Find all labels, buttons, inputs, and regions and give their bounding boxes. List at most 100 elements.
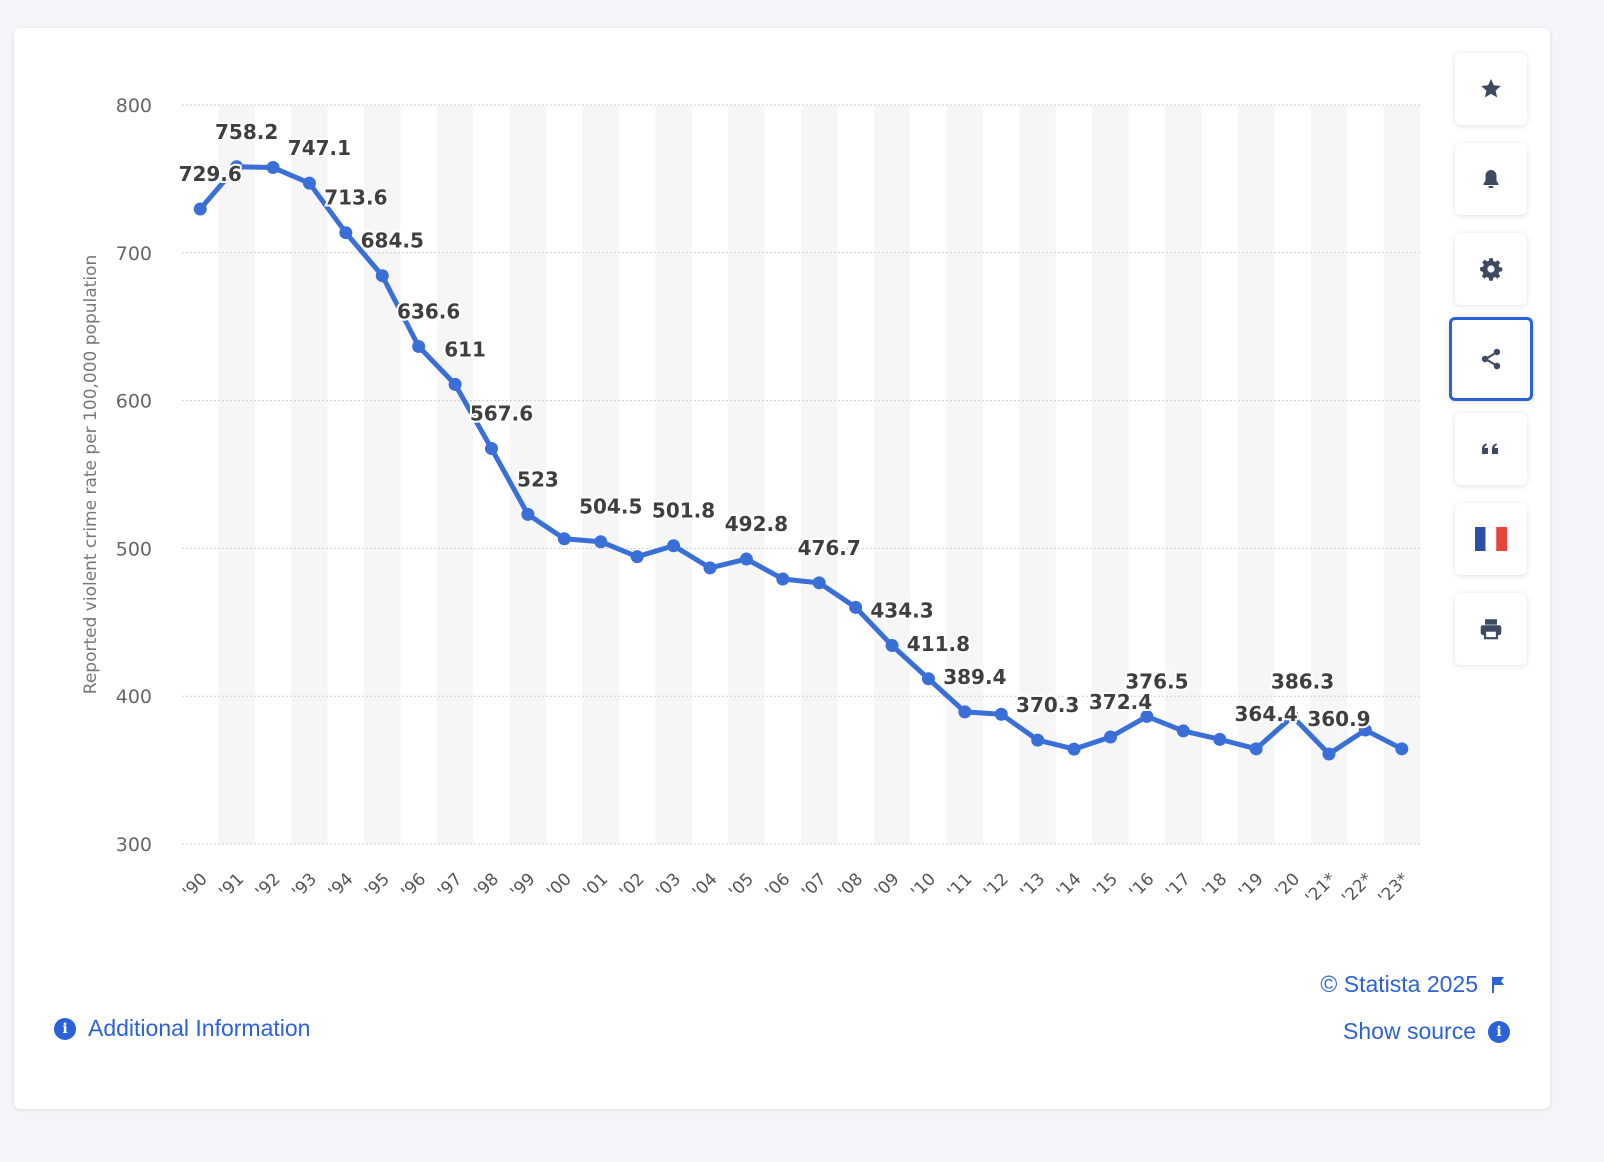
- data-point: [849, 600, 863, 614]
- data-point: [302, 176, 316, 190]
- data-label: 411.8: [907, 632, 970, 656]
- gear-icon: [1480, 258, 1503, 281]
- data-label: 713.6: [324, 186, 387, 210]
- settings-button[interactable]: [1455, 233, 1527, 305]
- data-point: [667, 539, 681, 553]
- notification-button[interactable]: [1455, 143, 1527, 215]
- quote-icon: [1482, 443, 1498, 454]
- column-band: [946, 105, 984, 844]
- favorite-button[interactable]: [1455, 53, 1527, 125]
- data-point: [1176, 724, 1190, 738]
- column-band: [291, 105, 328, 844]
- x-tick-label: '20: [1271, 869, 1304, 902]
- data-label: 684.5: [361, 229, 424, 253]
- data-label: 729.6: [179, 162, 242, 186]
- column-band: [1092, 105, 1129, 844]
- data-point: [339, 226, 353, 240]
- x-tick-label: '97: [434, 869, 467, 902]
- data-point: [266, 161, 280, 175]
- data-point: [193, 202, 207, 216]
- data-point: [994, 707, 1008, 721]
- x-tick-label: '98: [470, 869, 503, 902]
- x-tick-label: '10: [907, 869, 940, 902]
- data-label: 376.5: [1125, 669, 1188, 693]
- column-band: [1383, 105, 1420, 844]
- data-label: 567.6: [470, 401, 533, 425]
- data-label: 386.3: [1271, 669, 1334, 693]
- data-point: [958, 705, 972, 719]
- data-label: 747.1: [288, 136, 351, 160]
- x-tick-label: '90: [179, 869, 212, 902]
- x-tick-label: '12: [980, 869, 1013, 902]
- language-button[interactable]: [1455, 503, 1527, 575]
- column-band: [801, 105, 838, 844]
- additional-information-label: Additional Information: [88, 1015, 311, 1041]
- x-tick-label: '11: [944, 869, 977, 902]
- x-tick-label: '92: [252, 869, 285, 902]
- y-tick-label: 500: [116, 538, 152, 560]
- data-label: 370.3: [1016, 693, 1079, 717]
- y-axis-title: Reported violent crime rate per 100,000 …: [81, 255, 101, 694]
- column-band: [1019, 105, 1056, 844]
- data-point: [1322, 747, 1336, 761]
- x-tick-label: '15: [1089, 869, 1122, 902]
- data-point: [630, 550, 644, 564]
- column-band: [509, 105, 547, 844]
- data-label: 758.2: [215, 120, 278, 144]
- y-tick-label: 700: [116, 243, 152, 265]
- x-tick-label: '19: [1235, 869, 1268, 902]
- cite-button[interactable]: [1455, 413, 1527, 485]
- data-point: [412, 340, 426, 354]
- column-band: [873, 105, 911, 844]
- info-icon: i: [1488, 1020, 1510, 1043]
- x-tick-label: '03: [652, 869, 685, 902]
- column-band: [1165, 105, 1202, 844]
- print-button[interactable]: [1455, 593, 1527, 665]
- x-tick-label: '23*: [1375, 869, 1414, 908]
- column-band: [218, 105, 255, 844]
- data-point: [1249, 742, 1263, 756]
- data-label: 523: [517, 467, 559, 491]
- data-point: [1395, 742, 1409, 756]
- x-tick-label: '16: [1126, 869, 1159, 902]
- column-band: [1310, 105, 1348, 844]
- x-tick-label: '17: [1162, 869, 1195, 902]
- y-tick-label: 600: [116, 391, 152, 413]
- x-tick-label: '94: [325, 869, 358, 902]
- x-tick-label: '04: [689, 869, 722, 902]
- data-point: [1140, 709, 1154, 723]
- data-point: [776, 572, 790, 586]
- x-tick-label: '18: [1199, 869, 1232, 902]
- copyright-text[interactable]: © Statista 2025: [1320, 971, 1478, 997]
- x-tick-label: '96: [397, 869, 430, 902]
- flag-icon[interactable]: [1490, 976, 1506, 994]
- printer-icon: [1480, 619, 1502, 640]
- bell-icon: [1483, 170, 1499, 188]
- column-band: [364, 105, 401, 844]
- x-tick-label: '06: [762, 869, 795, 902]
- data-label: 364.4: [1235, 702, 1298, 726]
- data-point: [921, 672, 935, 686]
- data-point: [448, 377, 462, 391]
- show-source-link[interactable]: Show source i: [1343, 1018, 1510, 1045]
- x-tick-label: '14: [1053, 869, 1086, 902]
- x-tick-label: '09: [871, 869, 904, 902]
- data-label: 389.4: [943, 665, 1006, 689]
- data-label: 611: [444, 337, 486, 361]
- x-tick-label: '93: [288, 869, 321, 902]
- copyright-notice[interactable]: © Statista 2025: [1320, 971, 1506, 998]
- x-tick-label: '01: [580, 869, 613, 902]
- x-tick-label: '22*: [1338, 869, 1377, 908]
- x-tick-label: '02: [616, 869, 649, 902]
- data-point: [812, 576, 826, 590]
- data-label: 636.6: [397, 300, 460, 324]
- data-point: [594, 535, 608, 549]
- data-label: 504.5: [579, 495, 642, 519]
- data-point: [375, 269, 389, 283]
- series-line: [197, 164, 1405, 757]
- additional-information-link[interactable]: i Additional Information: [54, 1015, 310, 1042]
- share-button[interactable]: [1449, 317, 1533, 401]
- data-point: [1104, 730, 1117, 744]
- y-tick-label: 400: [116, 686, 152, 708]
- show-source-label: Show source: [1343, 1018, 1476, 1044]
